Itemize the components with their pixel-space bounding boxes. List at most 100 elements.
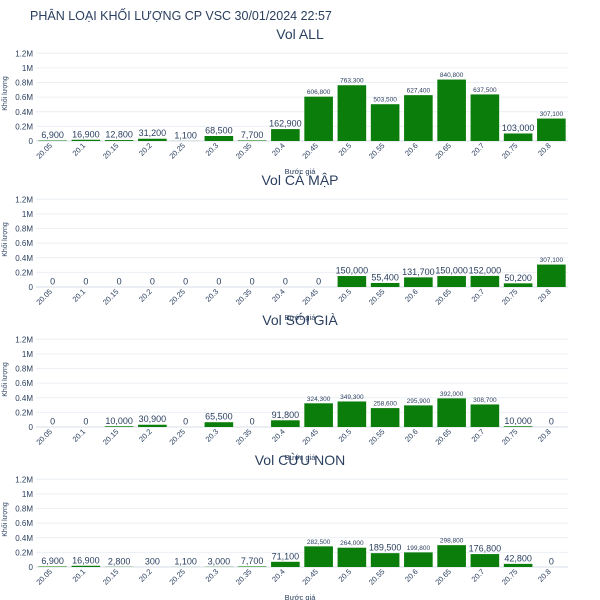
data-label: 264,000: [340, 540, 364, 547]
bar: [304, 403, 333, 427]
data-label: 349,300: [340, 394, 364, 401]
data-label: 0: [83, 277, 88, 287]
data-label: 10,000: [504, 416, 532, 426]
y-tick-label: 1.2M: [15, 335, 33, 344]
data-label: 0: [216, 277, 221, 287]
data-label: 392,000: [440, 391, 464, 398]
x-tick-label: 20.8: [536, 287, 553, 304]
y-axis-title: Khối lượng: [0, 502, 9, 537]
x-tick-label: 20.25: [167, 427, 187, 447]
data-label: 0: [183, 277, 188, 287]
bar: [503, 426, 533, 427]
data-label: 503,500: [373, 97, 397, 104]
bar: [271, 561, 300, 567]
data-label: 0: [183, 417, 188, 427]
data-label: 258,600: [373, 401, 397, 408]
data-label: 162,900: [269, 119, 302, 129]
y-tick-label: 0.8M: [15, 79, 33, 88]
data-label: 324,300: [307, 396, 331, 403]
bar: [104, 140, 134, 141]
x-tick-label: 20.45: [300, 287, 320, 307]
data-label: 150,000: [435, 266, 468, 276]
data-label: 295,900: [407, 398, 431, 405]
bar: [204, 135, 234, 141]
bar: [437, 398, 466, 427]
x-tick-label: 20.2: [137, 567, 154, 584]
data-label: 150,000: [336, 266, 369, 276]
bar: [370, 553, 400, 567]
bar: [337, 276, 367, 287]
y-axis-title: Khối lượng: [0, 362, 9, 397]
x-tick-label: 20.5: [337, 141, 354, 158]
x-tick-label: 20.8: [536, 141, 553, 158]
data-label: 0: [549, 417, 554, 427]
x-tick-label: 20.55: [367, 567, 387, 587]
x-tick-label: 20.15: [101, 287, 121, 307]
y-tick-label: 0.2M: [15, 268, 33, 277]
data-label: 103,000: [502, 123, 535, 133]
x-tick-label: 20.25: [167, 567, 187, 587]
x-tick-label: 20.35: [234, 427, 254, 447]
x-axis-title: Bước giá: [285, 453, 317, 462]
x-tick-label: 20.5: [337, 287, 354, 304]
data-label: 308,700: [473, 397, 497, 404]
x-tick-label: 20.65: [433, 427, 453, 447]
x-tick-label: 20.65: [433, 287, 453, 307]
data-label: 606,800: [307, 89, 331, 96]
y-tick-label: 0.6M: [15, 519, 33, 528]
x-tick-label: 20.65: [433, 567, 453, 587]
y-tick-label: 1.2M: [15, 475, 33, 484]
y-tick-label: 1.2M: [15, 49, 33, 58]
data-label: 16,900: [72, 129, 100, 139]
y-tick-label: 0: [29, 423, 34, 432]
x-tick-label: 20.5: [337, 567, 354, 584]
data-label: 840,800: [440, 72, 464, 79]
data-label: 282,500: [307, 539, 331, 546]
x-tick-label: 20.3: [204, 427, 221, 444]
y-tick-label: 0.4M: [15, 254, 33, 263]
bar: [404, 277, 433, 287]
chart-title: Vol SÓI GIÀ: [262, 312, 338, 328]
data-label: 30,900: [139, 414, 167, 424]
bar: [503, 133, 533, 141]
data-label: 68,500: [205, 125, 233, 135]
y-tick-label: 1M: [22, 350, 33, 359]
x-tick-label: 20.05: [34, 287, 54, 307]
bar: [71, 139, 101, 141]
x-tick-label: 20.4: [270, 567, 287, 584]
x-tick-label: 20.05: [34, 427, 54, 447]
x-tick-label: 20.55: [367, 287, 387, 307]
bar: [470, 554, 500, 567]
data-label: 763,300: [340, 78, 364, 85]
data-label: 91,800: [272, 410, 300, 420]
bar: [304, 546, 333, 567]
data-label: 0: [283, 277, 288, 287]
y-tick-label: 0.6M: [15, 239, 33, 248]
data-label: 10,000: [105, 416, 133, 426]
x-tick-label: 20.2: [137, 141, 154, 158]
y-tick-label: 0.2M: [15, 408, 33, 417]
x-tick-label: 20.05: [34, 567, 54, 587]
x-tick-label: 20.1: [71, 427, 88, 444]
data-label: 300: [145, 556, 160, 566]
data-label: 298,800: [440, 538, 464, 545]
bar: [404, 405, 433, 427]
bar: [537, 118, 566, 141]
data-label: 7,700: [241, 130, 264, 140]
x-tick-label: 20.7: [470, 287, 487, 304]
x-tick-label: 20.35: [234, 567, 254, 587]
bar: [337, 547, 367, 567]
x-axis-title: Bước giá: [285, 167, 317, 176]
x-tick-label: 20.15: [101, 427, 121, 447]
x-tick-label: 20.1: [71, 567, 88, 584]
data-label: 31,200: [139, 128, 167, 138]
bar: [237, 140, 267, 141]
data-label: 307,100: [540, 257, 564, 264]
x-tick-label: 20.2: [137, 287, 154, 304]
x-tick-label: 20.65: [433, 141, 453, 161]
x-tick-label: 20.25: [167, 287, 187, 307]
bar: [470, 94, 500, 141]
y-axis-title: Khối lượng: [0, 222, 9, 257]
x-tick-label: 20.75: [500, 427, 520, 447]
x-axis-title: Bước giá: [285, 593, 317, 600]
